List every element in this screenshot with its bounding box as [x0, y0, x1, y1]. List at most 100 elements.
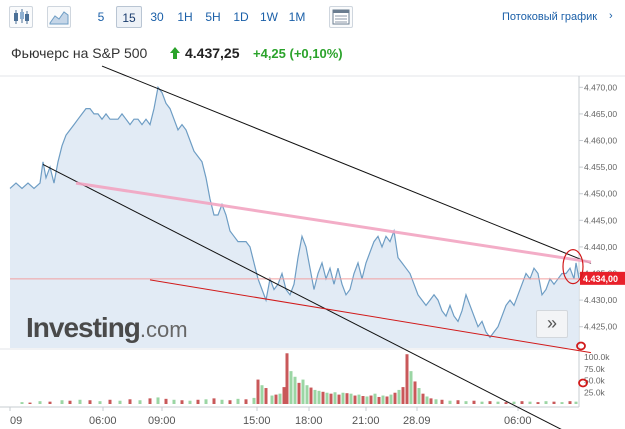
volume-bar: [108, 399, 112, 404]
volume-bar: [228, 400, 232, 404]
volume-bar: [325, 392, 329, 404]
volume-bar: [78, 399, 82, 404]
volume-bar: [128, 399, 132, 404]
trendline-red[interactable]: [149, 279, 592, 354]
interval-5h[interactable]: 5H: [205, 10, 221, 24]
volume-bar: [180, 400, 184, 404]
volume-bar: [528, 401, 532, 404]
trendline-black[interactable]: [101, 65, 592, 264]
streaming-chart-link[interactable]: Потоковый график: [502, 11, 598, 23]
current-price-label: 4.434,00: [583, 274, 618, 284]
table-view-icon[interactable]: [329, 6, 353, 28]
volume-bar: [357, 394, 361, 404]
interval-1w[interactable]: 1W: [260, 10, 278, 24]
annotation-circle: [576, 341, 586, 351]
area-chart-icon[interactable]: [47, 6, 71, 28]
volume-bar: [393, 392, 397, 404]
interval-1m[interactable]: 1M: [288, 10, 306, 24]
volume-tick-label: 100.0k: [584, 352, 610, 362]
x-tick-label: 15:00: [243, 415, 271, 427]
trendline-black[interactable]: [42, 164, 591, 429]
volume-bar: [574, 401, 578, 404]
volume-bar: [560, 402, 564, 404]
volume-tick-label: 25.0k: [584, 387, 606, 397]
volume-bar: [544, 401, 548, 404]
interval-15[interactable]: 15: [116, 6, 142, 28]
trendline-pink[interactable]: [75, 181, 592, 264]
y-tick-label: 4.425,00: [584, 322, 617, 332]
volume-bar: [397, 389, 401, 404]
interval-5[interactable]: 5: [97, 10, 105, 24]
volume-bar: [472, 400, 476, 404]
volume-bar: [405, 354, 409, 404]
volume-bar: [417, 388, 421, 404]
interval-30[interactable]: 30: [150, 10, 164, 24]
volume-bar: [480, 401, 484, 404]
volume-bar: [138, 400, 142, 404]
volume-bar: [341, 392, 345, 404]
x-tick-label: 06:00: [89, 415, 117, 427]
volume-bar: [568, 401, 572, 404]
volume-bar: [293, 376, 297, 404]
volume-bar: [156, 397, 160, 404]
volume-bar: [301, 379, 305, 404]
x-tick-label: 06:00: [504, 415, 532, 427]
volume-bar: [313, 389, 317, 404]
volume-bar: [365, 396, 369, 404]
volume-bar: [413, 381, 417, 404]
volume-bar: [260, 385, 264, 404]
scroll-to-latest-button[interactable]: »: [536, 310, 568, 338]
volume-bar: [274, 394, 278, 404]
volume-bar: [236, 398, 240, 404]
volume-bar: [212, 398, 216, 404]
volume-bar: [377, 396, 381, 404]
volume-bar: [256, 379, 260, 404]
y-tick-label: 4.450,00: [584, 189, 617, 199]
y-tick-label: 4.460,00: [584, 136, 617, 146]
logo-main: Investing: [26, 312, 141, 343]
volume-bar: [337, 394, 341, 404]
volume-bar: [148, 398, 152, 404]
volume-bar: [28, 402, 32, 404]
interval-1d[interactable]: 1D: [233, 10, 249, 24]
volume-bar: [204, 399, 208, 404]
x-tick-label: 28.09: [403, 415, 431, 427]
volume-bar: [305, 385, 309, 404]
volume-bar: [48, 401, 52, 404]
volume-bar: [488, 401, 492, 404]
volume-bar: [220, 399, 224, 404]
interval-1h[interactable]: 1H: [177, 10, 193, 24]
y-tick-label: 4.465,00: [584, 109, 617, 119]
y-tick-label: 4.430,00: [584, 295, 617, 305]
volume-bar: [285, 353, 289, 404]
y-tick-label: 4.440,00: [584, 242, 617, 252]
volume-bar: [20, 402, 24, 404]
volume-bar: [309, 387, 313, 404]
volume-bar: [496, 401, 500, 404]
volume-bar: [333, 392, 337, 404]
volume-bar: [401, 387, 405, 404]
volume-bar: [429, 398, 433, 404]
annotation-circle: [578, 378, 588, 388]
volume-bar: [456, 400, 460, 404]
x-tick-label: 09:00: [148, 415, 176, 427]
volume-bar: [317, 390, 321, 404]
volume-bar: [421, 393, 425, 404]
current-price-badge: [580, 271, 625, 285]
volume-bar: [389, 394, 393, 404]
volume-bar: [512, 401, 516, 404]
volume-bar: [552, 401, 556, 404]
volume-bar: [297, 382, 301, 404]
volume-bar: [164, 398, 168, 404]
logo-suffix: .com: [139, 317, 188, 342]
chevron-right-icon[interactable]: ›: [609, 10, 613, 22]
price-line: [9, 85, 580, 339]
volume-bar: [520, 401, 524, 404]
volume-bar: [252, 397, 256, 404]
x-tick-label: 21:00: [352, 415, 380, 427]
candlestick-icon[interactable]: [9, 6, 33, 28]
volume-bar: [373, 393, 377, 404]
investing-logo: Investing.com: [26, 312, 188, 344]
volume-bar: [118, 400, 122, 404]
